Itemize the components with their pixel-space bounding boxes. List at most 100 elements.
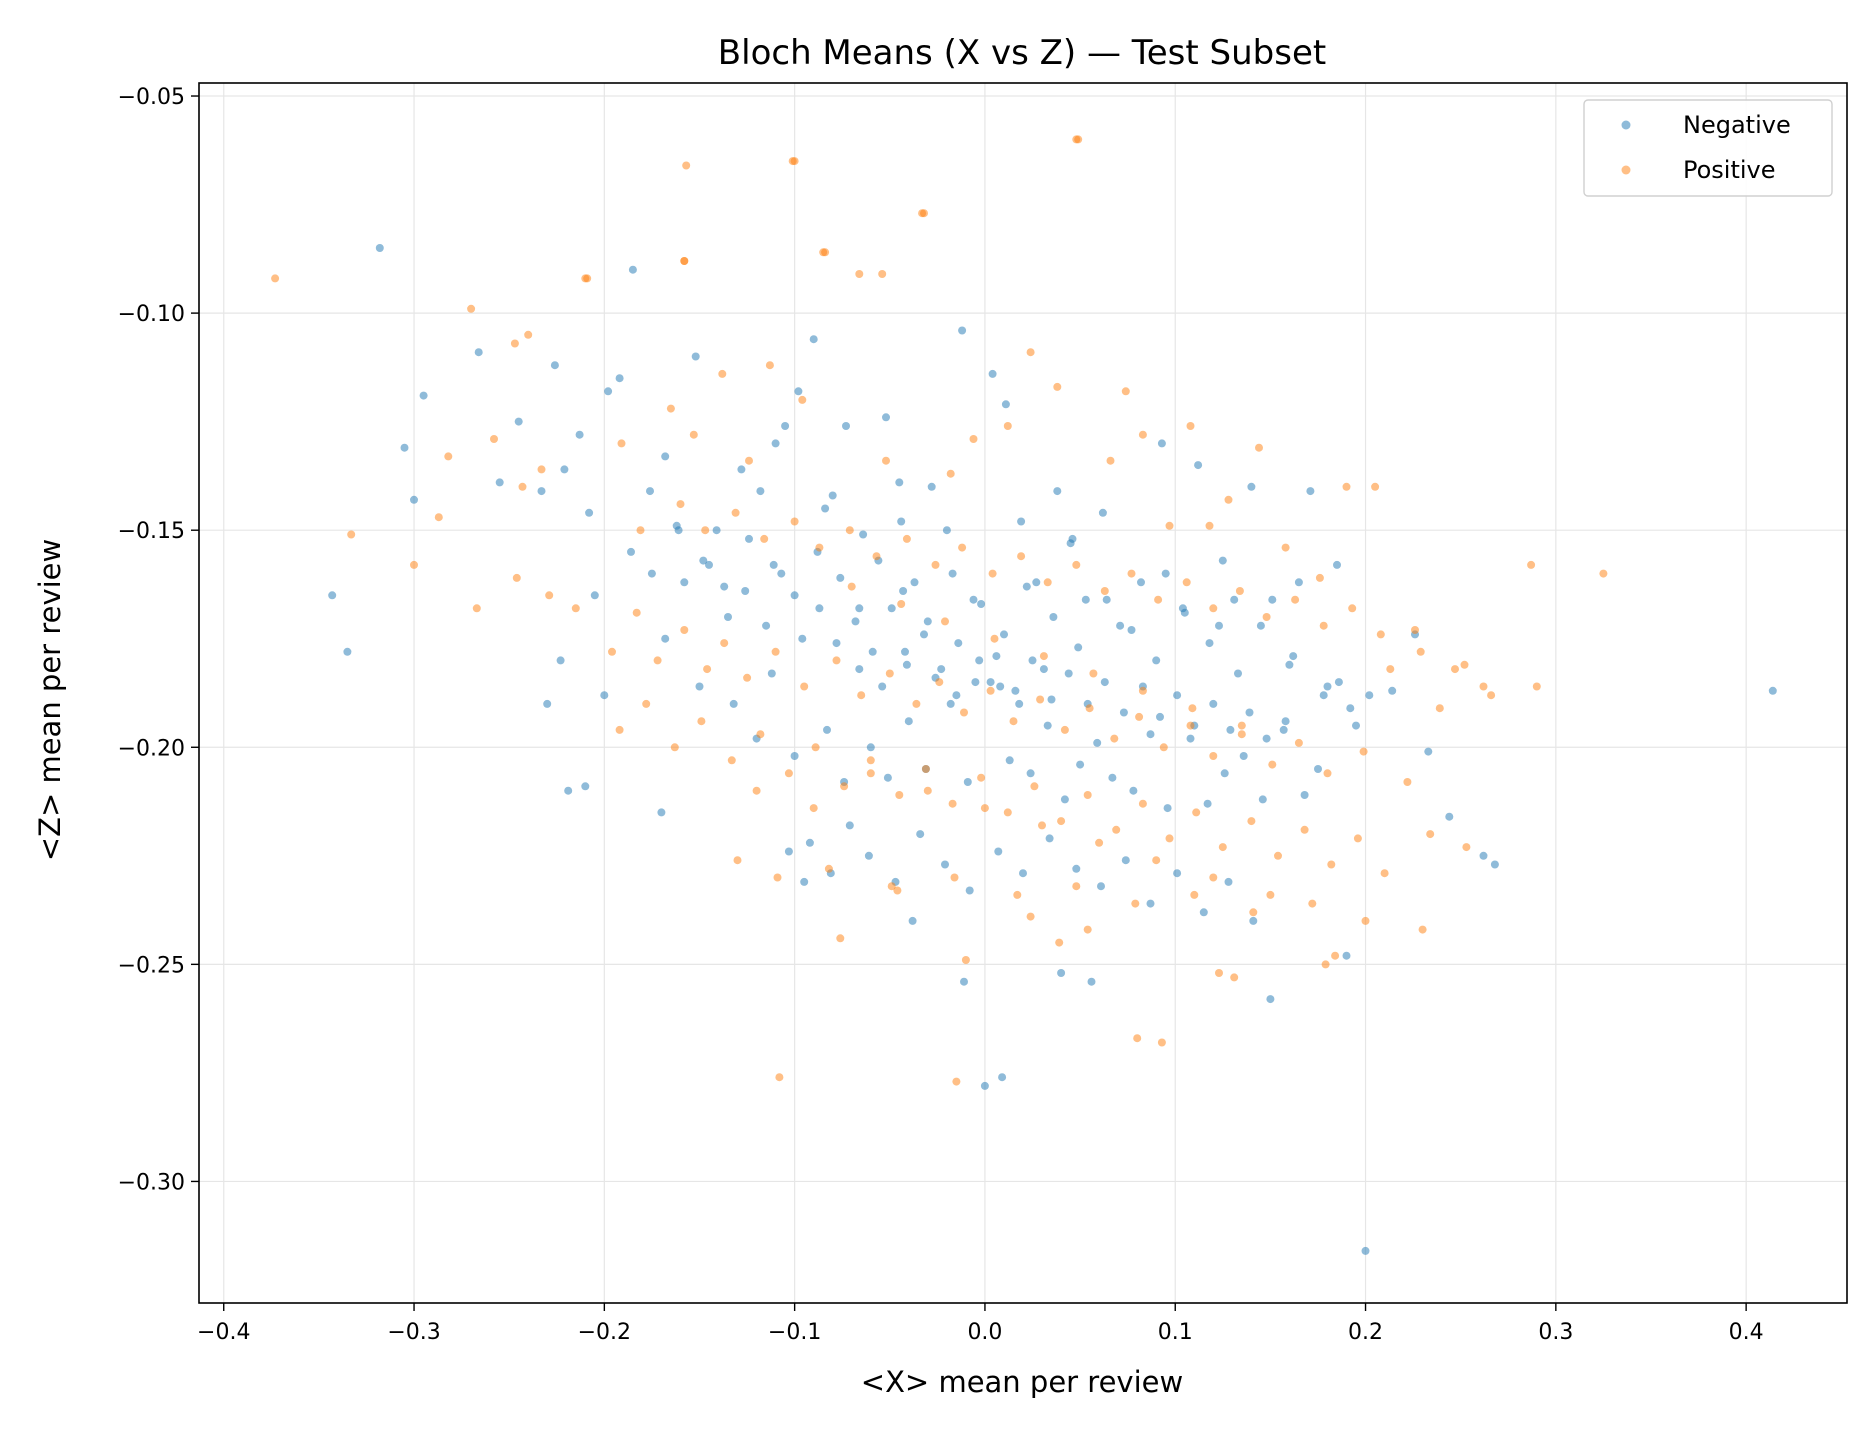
data-point-negative xyxy=(1161,569,1170,578)
data-point-positive xyxy=(701,526,710,535)
data-point-negative xyxy=(805,838,814,847)
data-point-negative xyxy=(1319,691,1328,700)
data-point-positive xyxy=(1089,669,1098,678)
data-point-negative xyxy=(1285,660,1294,669)
data-point-positive xyxy=(1411,626,1419,634)
data-point-negative xyxy=(977,600,986,608)
data-point-positive xyxy=(952,1077,961,1086)
data-point-negative xyxy=(1300,791,1309,799)
data-point-positive xyxy=(798,395,807,404)
data-point-negative xyxy=(902,660,911,669)
data-point-positive xyxy=(1230,973,1239,982)
data-point-negative xyxy=(1180,608,1189,617)
data-point-positive xyxy=(902,534,911,543)
data-point-positive xyxy=(1135,712,1144,721)
data-point-negative xyxy=(1152,656,1161,665)
data-point-negative xyxy=(992,652,1001,661)
data-point-negative xyxy=(680,578,689,587)
data-point-negative xyxy=(1194,461,1203,470)
x-tick-label: −0.2 xyxy=(578,1320,631,1345)
data-point-negative xyxy=(927,482,936,491)
x-axis-title: <X> mean per review xyxy=(861,1365,1183,1399)
data-point-negative xyxy=(1445,812,1454,821)
data-point-positive xyxy=(1479,682,1488,691)
data-point-positive xyxy=(537,465,546,474)
data-point-positive xyxy=(1376,630,1385,639)
data-point-positive xyxy=(788,157,797,166)
data-point-negative xyxy=(575,430,584,439)
data-point-negative xyxy=(1057,969,1066,977)
data-point-positive xyxy=(1165,834,1174,843)
data-point-positive xyxy=(1192,808,1201,817)
y-tick-label: −0.15 xyxy=(118,519,185,544)
data-point-negative xyxy=(784,847,793,856)
data-point-positive xyxy=(773,873,782,882)
data-point-negative xyxy=(963,778,972,786)
data-point-positive xyxy=(1017,552,1026,561)
data-point-positive xyxy=(752,786,761,795)
data-point-negative xyxy=(904,717,913,726)
data-point-negative xyxy=(855,604,864,613)
data-point-positive xyxy=(1527,560,1536,569)
data-point-positive xyxy=(410,560,418,569)
y-tick-label: −0.20 xyxy=(118,736,185,761)
data-point-positive xyxy=(960,708,968,717)
data-point-negative xyxy=(1266,995,1275,1004)
data-point-positive xyxy=(727,756,736,765)
data-point-negative xyxy=(1234,669,1242,678)
data-point-negative xyxy=(1000,630,1008,639)
data-point-negative xyxy=(1239,752,1248,760)
data-point-negative xyxy=(343,647,352,656)
data-point-negative xyxy=(737,465,746,474)
data-point-positive xyxy=(1038,821,1046,830)
data-point-positive xyxy=(946,469,955,478)
data-point-positive xyxy=(765,361,774,370)
data-point-negative xyxy=(375,244,384,252)
data-point-positive xyxy=(1348,604,1357,613)
data-point-negative xyxy=(887,604,896,613)
data-point-negative xyxy=(771,439,780,448)
data-point-negative xyxy=(1093,738,1102,747)
data-point-positive xyxy=(1266,890,1275,899)
x-tick-label: −0.3 xyxy=(387,1320,440,1345)
data-point-negative xyxy=(859,530,868,539)
data-point-positive xyxy=(1083,925,1092,934)
data-point-negative xyxy=(1100,678,1109,687)
data-point-negative xyxy=(1220,769,1229,778)
data-point-negative xyxy=(560,465,569,474)
y-tick-label: −0.10 xyxy=(118,302,185,327)
data-point-positive xyxy=(680,626,689,634)
data-point-positive xyxy=(832,656,841,665)
data-point-negative xyxy=(1137,578,1145,587)
data-point-negative xyxy=(946,699,955,708)
data-point-negative xyxy=(1289,652,1298,661)
data-point-negative xyxy=(400,443,409,452)
data-point-negative xyxy=(729,699,738,708)
data-point-positive xyxy=(1138,430,1147,439)
data-point-negative xyxy=(899,587,908,595)
data-point-negative xyxy=(864,851,873,860)
data-point-negative xyxy=(809,335,818,344)
data-point-positive xyxy=(571,604,580,613)
data-point-positive xyxy=(1209,604,1218,613)
data-point-positive xyxy=(434,513,443,522)
data-point-positive xyxy=(1323,769,1332,778)
x-tick-label: 0.1 xyxy=(1158,1320,1193,1345)
data-point-negative xyxy=(866,743,875,752)
data-point-positive xyxy=(1083,791,1092,799)
data-point-negative xyxy=(1490,860,1499,869)
data-point-positive xyxy=(1327,860,1336,869)
data-point-negative xyxy=(556,656,565,665)
data-point-positive xyxy=(887,882,896,891)
data-point-positive xyxy=(857,691,866,700)
data-point-negative xyxy=(920,630,928,639)
data-point-positive xyxy=(948,799,957,808)
data-point-positive xyxy=(920,209,928,218)
data-point-positive xyxy=(731,508,740,517)
legend-marker-negative xyxy=(1621,120,1631,130)
data-point-positive xyxy=(1237,730,1246,739)
data-point-negative xyxy=(1072,864,1081,873)
data-point-positive xyxy=(1418,925,1427,934)
data-point-negative xyxy=(1087,977,1096,986)
